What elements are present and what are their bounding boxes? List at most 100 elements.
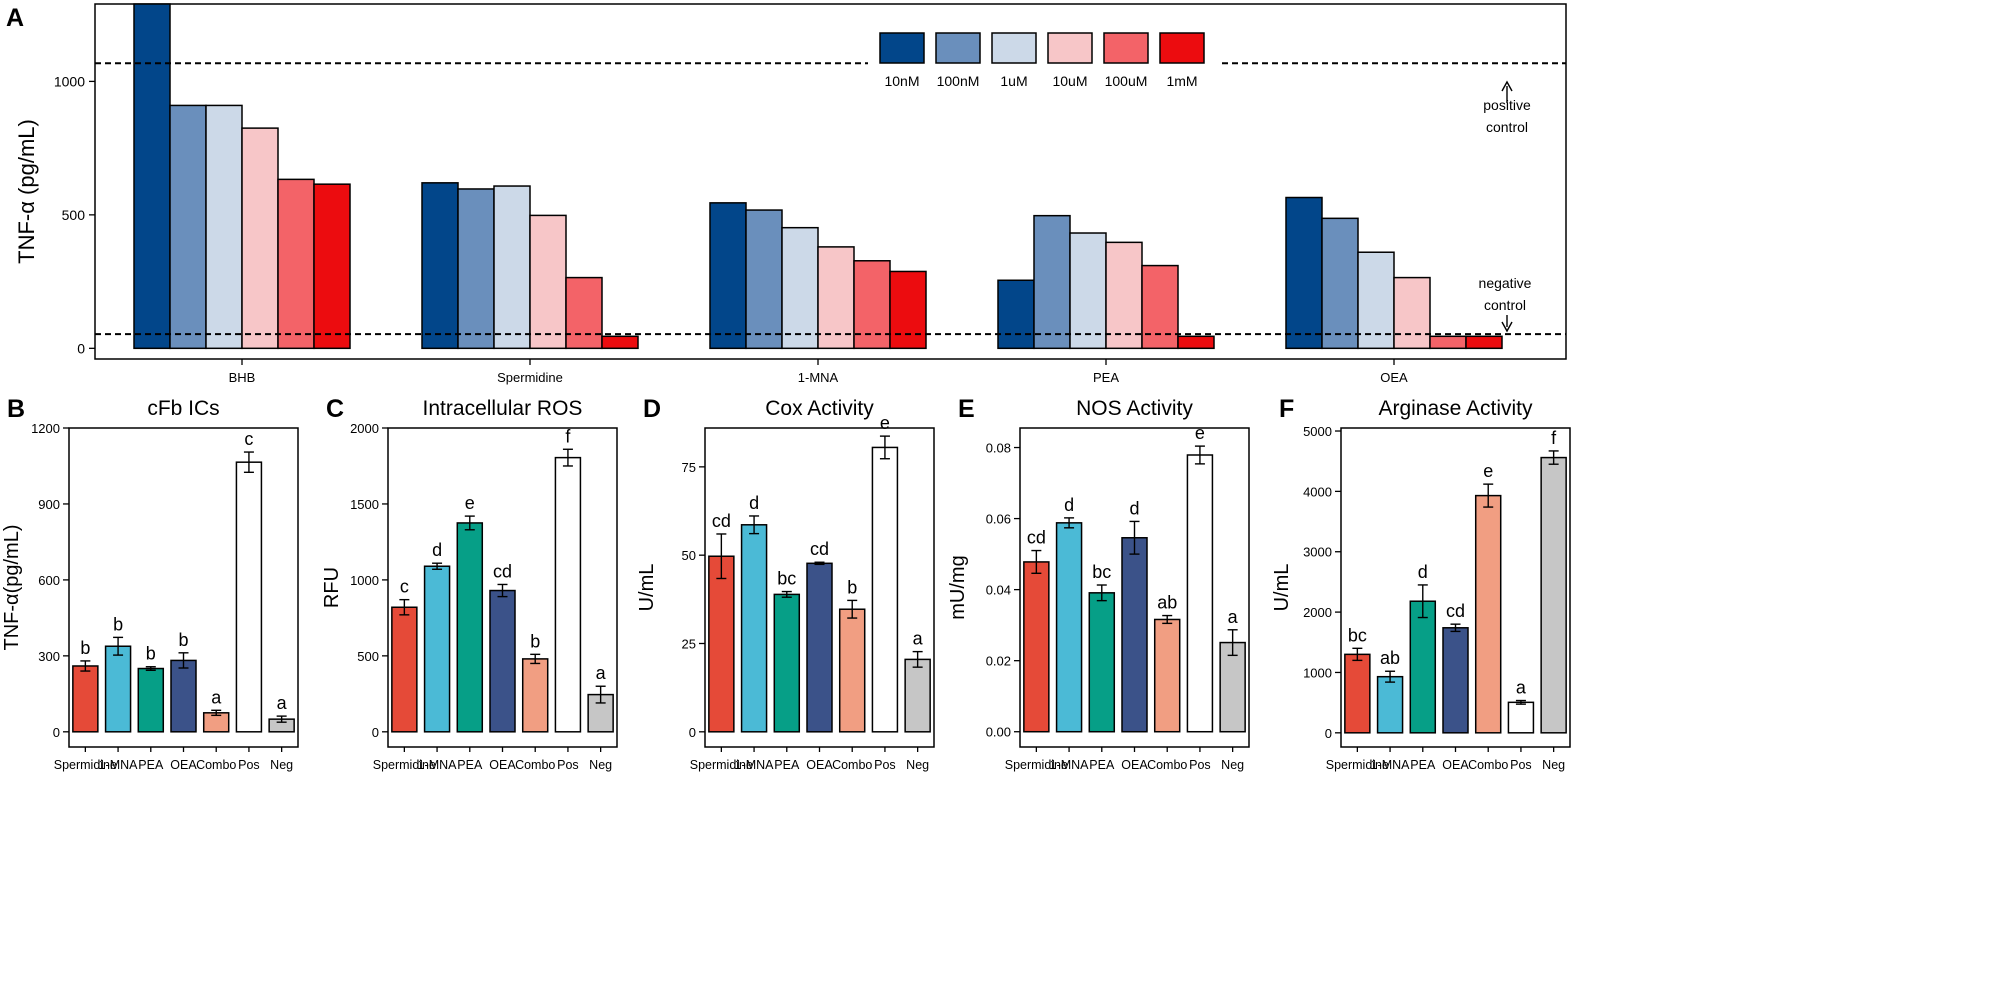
panel-letter: D xyxy=(643,395,661,423)
significance-letter: e xyxy=(880,413,890,433)
x-tick-label: Pos xyxy=(238,758,260,772)
x-tick-label: Combo xyxy=(515,758,555,772)
y-tick-label: 500 xyxy=(62,207,86,223)
bar-spermidine xyxy=(1023,561,1050,733)
x-tick-label: Combo xyxy=(832,758,872,772)
significance-letter: d xyxy=(1064,495,1074,515)
bar-combo xyxy=(838,608,866,733)
legend-swatch-100um xyxy=(1103,32,1149,64)
y-tick-label: 0 xyxy=(53,725,60,740)
significance-letter: a xyxy=(1228,607,1239,627)
bar-pea-1mm xyxy=(1177,335,1215,350)
significance-letter: a xyxy=(277,693,288,713)
bar-pos xyxy=(235,461,263,733)
panel-e: E NOS Activity 0.00 0.02 0.04 0.06 0.08 mU/mg cd… xyxy=(947,395,1250,772)
significance-letter: a xyxy=(211,687,222,707)
legend-swatch-1mm xyxy=(1159,32,1205,64)
significance-letter: b xyxy=(847,577,857,597)
x-tick-label: Pos xyxy=(1510,758,1532,772)
significance-letter: a xyxy=(1516,678,1527,698)
x-tick-label: PEA xyxy=(138,758,164,772)
bar-spermidine-1um xyxy=(493,185,531,350)
y-tick-label: 1000 xyxy=(54,73,85,89)
bar-pos xyxy=(871,446,899,733)
bar-pos xyxy=(1186,454,1214,733)
bar-pea-10nm xyxy=(997,279,1035,350)
bar-bhb-1um xyxy=(205,104,243,350)
y-axis-label: U/mL xyxy=(636,564,658,612)
legend: 10nM 100nM 1uM 10uM 100uM 1mM xyxy=(868,20,1222,108)
significance-letter: e xyxy=(1195,423,1205,443)
y-tick-label: 0 xyxy=(77,340,85,356)
bar-oea xyxy=(489,589,516,733)
legend-swatch-10um xyxy=(1047,32,1093,64)
y-tick-label: 2000 xyxy=(350,421,379,436)
significance-letter: a xyxy=(913,629,924,649)
bar-1-mna xyxy=(740,524,768,733)
bar-bhb-100nm xyxy=(169,104,207,350)
legend-swatch-1um xyxy=(991,32,1037,64)
x-tick-label: Spermidine xyxy=(497,370,563,385)
x-tick-label: PEA xyxy=(1410,758,1436,772)
significance-letter: d xyxy=(1418,562,1428,582)
bar-pos xyxy=(554,456,582,733)
bar-bhb-1mm xyxy=(313,183,351,350)
x-tick-label: 1-MNA xyxy=(735,758,775,772)
x-tick-label: Pos xyxy=(1189,758,1211,772)
positive-control-label: control xyxy=(1486,119,1528,135)
significance-letter: b xyxy=(113,614,123,634)
y-tick-label: 2000 xyxy=(1303,605,1332,620)
bar-spermidine-100um xyxy=(565,276,603,350)
y-tick-label: 600 xyxy=(38,573,60,588)
y-axis-label: TNF-α (pg/mL) xyxy=(14,119,39,264)
y-tick-label: 0 xyxy=(1325,726,1332,741)
bar-pea xyxy=(456,522,484,733)
x-tick-label: 1-MNA xyxy=(418,758,458,772)
y-tick-label: 3000 xyxy=(1303,545,1332,560)
significance-letter: a xyxy=(596,663,607,683)
bar-oea-10nm xyxy=(1285,196,1323,350)
bar-oea-1um xyxy=(1357,251,1395,350)
bar-pea xyxy=(1088,592,1116,733)
significance-letter: ab xyxy=(1157,593,1177,613)
bar-combo xyxy=(521,658,549,733)
bar-1-mna xyxy=(1055,522,1083,733)
x-tick-label: Combo xyxy=(1147,758,1187,772)
x-tick-label: Neg xyxy=(906,758,929,772)
panel-letter: F xyxy=(1279,395,1294,423)
positive-control-label: positive xyxy=(1483,97,1531,113)
x-tick-label: 1-MNA xyxy=(99,758,139,772)
panel-title: NOS Activity xyxy=(1076,397,1193,420)
bar-bhb-10um xyxy=(241,127,279,350)
x-tick-label: Spermidine xyxy=(1326,758,1389,772)
bar-combo xyxy=(1153,618,1181,733)
y-tick-label: 1200 xyxy=(31,421,60,436)
x-tick-label: Neg xyxy=(1542,758,1565,772)
significance-letter: d xyxy=(749,493,759,513)
panel-title: cFb ICs xyxy=(147,397,219,420)
panel-title: Intracellular ROS xyxy=(423,397,583,420)
bar-spermidine-1mm xyxy=(601,335,639,350)
y-tick-label: 900 xyxy=(38,497,60,512)
bar-1-mna-1um xyxy=(781,226,819,350)
bar-oea xyxy=(1442,627,1469,734)
x-tick-label: OEA xyxy=(806,758,833,772)
significance-letter: cd xyxy=(712,511,731,531)
x-tick-label: 1-MNA xyxy=(1371,758,1411,772)
x-tick-label: PEA xyxy=(774,758,800,772)
y-tick-label: 0.04 xyxy=(986,583,1011,598)
x-tick-label: BHB xyxy=(229,370,256,385)
bar-neg xyxy=(1540,456,1567,734)
bar-oea-100nm xyxy=(1321,217,1359,350)
y-tick-label: 0 xyxy=(689,725,696,740)
negative-control-label: negative xyxy=(1479,275,1532,291)
panel-letter: C xyxy=(326,395,344,423)
y-tick-label: 4000 xyxy=(1303,484,1332,499)
significance-letter: f xyxy=(565,426,571,446)
bar-1-mna-10um xyxy=(817,246,855,350)
x-tick-label: Pos xyxy=(874,758,896,772)
bar-1-mna-10nm xyxy=(709,202,747,350)
bar-oea xyxy=(170,659,197,733)
bar-bhb-10nm xyxy=(133,3,171,350)
bar-spermidine-100nm xyxy=(457,188,495,350)
